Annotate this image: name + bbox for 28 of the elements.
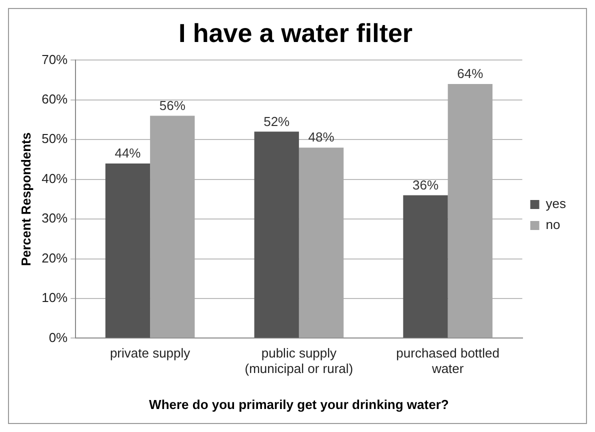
data-label: 44% <box>114 146 142 161</box>
y-tick-label: 10% <box>42 290 68 306</box>
y-tick-label: 50% <box>42 131 68 146</box>
y-tick-label: 60% <box>42 91 68 106</box>
y-tick-label: 20% <box>42 250 68 266</box>
bar <box>105 163 150 338</box>
bar <box>403 195 448 338</box>
y-tick-label: 40% <box>42 170 68 186</box>
legend-label: no <box>546 217 560 232</box>
data-label: 48% <box>308 130 335 145</box>
x-tick-label: private supply <box>110 346 191 361</box>
data-label: 64% <box>457 66 484 82</box>
y-tick-label: 70% <box>42 52 68 67</box>
bar <box>150 116 195 338</box>
bar <box>254 132 299 338</box>
x-axis-title: Where do you primarily get your drinking water? <box>149 396 449 412</box>
x-tick-label: purchased bottled water <box>396 346 500 376</box>
x-tick-label: public supply (municipal or rural) <box>244 346 354 376</box>
bar <box>448 84 492 338</box>
y-tick-label: 0% <box>48 330 68 345</box>
bar <box>298 148 344 338</box>
y-axis-title: Percent Respondents <box>18 132 34 266</box>
data-label: 52% <box>264 114 290 129</box>
y-tick-label: 30% <box>42 210 68 226</box>
legend-label: yes <box>546 196 566 212</box>
data-label: 56% <box>159 98 186 113</box>
data-label: 36% <box>412 177 439 192</box>
chart-title: I have a water filter <box>178 18 413 48</box>
